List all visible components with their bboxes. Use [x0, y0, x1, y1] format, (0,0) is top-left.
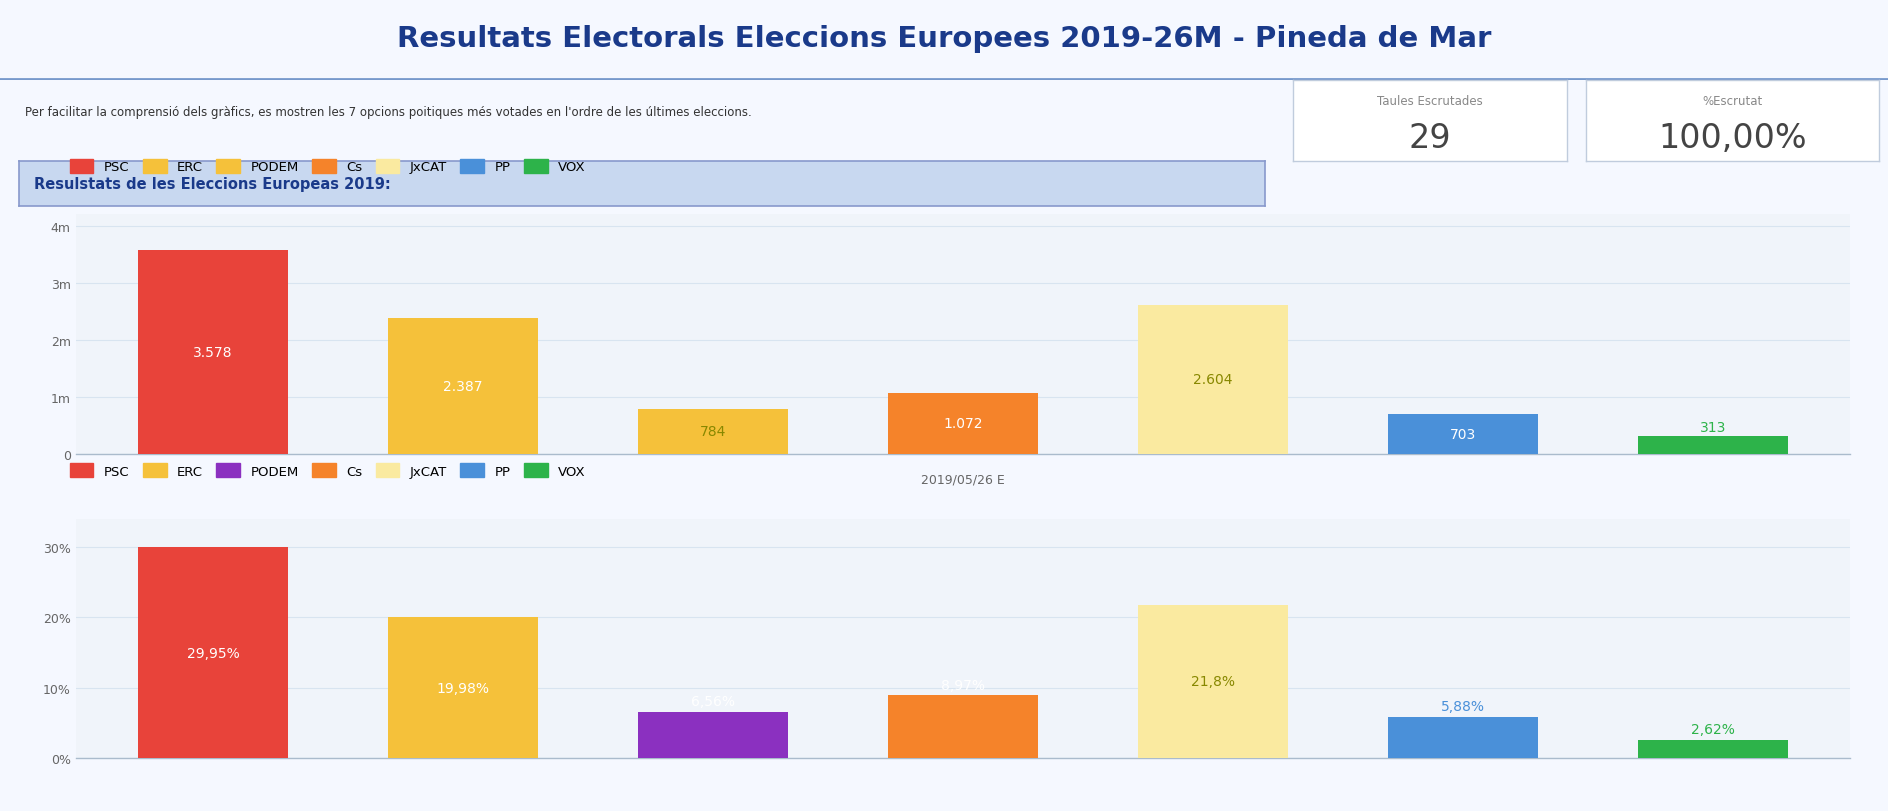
Text: 2.387: 2.387	[444, 380, 483, 393]
Text: 3.578: 3.578	[193, 345, 232, 359]
Text: Resulstats de les Eleccions Europeas 2019:: Resulstats de les Eleccions Europeas 201…	[34, 177, 391, 192]
Text: 29,95%: 29,95%	[187, 646, 240, 660]
Text: 8,97%: 8,97%	[940, 678, 986, 692]
Text: 5,88%: 5,88%	[1441, 699, 1484, 714]
Legend: PSC, ERC, PODEM, Cs, JxCAT, PP, VOX: PSC, ERC, PODEM, Cs, JxCAT, PP, VOX	[64, 459, 591, 483]
Text: 784: 784	[700, 425, 727, 439]
Bar	[1388, 414, 1539, 454]
Text: Per facilitar la comprensió dels gràfics, es mostren les 7 opcions poitiques més: Per facilitar la comprensió dels gràfics…	[25, 105, 751, 118]
Text: 19,98%: 19,98%	[436, 681, 489, 695]
Text: Resultats Electorals Eleccions Europees 2019-26M - Pineda de Mar: Resultats Electorals Eleccions Europees …	[396, 25, 1492, 53]
Bar	[887, 393, 1038, 454]
Text: 313: 313	[1699, 421, 1726, 435]
Text: Taules Escrutades: Taules Escrutades	[1376, 95, 1484, 108]
Bar	[1138, 605, 1288, 758]
Bar	[638, 712, 787, 758]
Bar	[138, 547, 289, 758]
Text: 1.072: 1.072	[944, 417, 982, 431]
Bar	[1138, 306, 1288, 454]
Bar	[1637, 436, 1788, 454]
Bar	[387, 618, 538, 758]
Text: 2.604: 2.604	[1193, 373, 1233, 387]
Text: 6,56%: 6,56%	[691, 695, 734, 709]
Legend: PSC, ERC, PODEM, Cs, JxCAT, PP, VOX: PSC, ERC, PODEM, Cs, JxCAT, PP, VOX	[64, 155, 591, 179]
Text: %Escrutat: %Escrutat	[1703, 95, 1762, 108]
Bar	[387, 318, 538, 454]
Bar	[1637, 740, 1788, 758]
Bar	[138, 251, 289, 454]
Bar	[887, 695, 1038, 758]
Text: 2019/05/26 E: 2019/05/26 E	[921, 474, 1004, 487]
Text: 100,00%: 100,00%	[1658, 122, 1807, 154]
Bar	[638, 410, 787, 454]
Bar	[1388, 717, 1539, 758]
Text: 2,62%: 2,62%	[1692, 723, 1735, 736]
Text: 21,8%: 21,8%	[1191, 675, 1235, 689]
Text: 703: 703	[1450, 427, 1476, 441]
Text: 29: 29	[1408, 122, 1452, 154]
